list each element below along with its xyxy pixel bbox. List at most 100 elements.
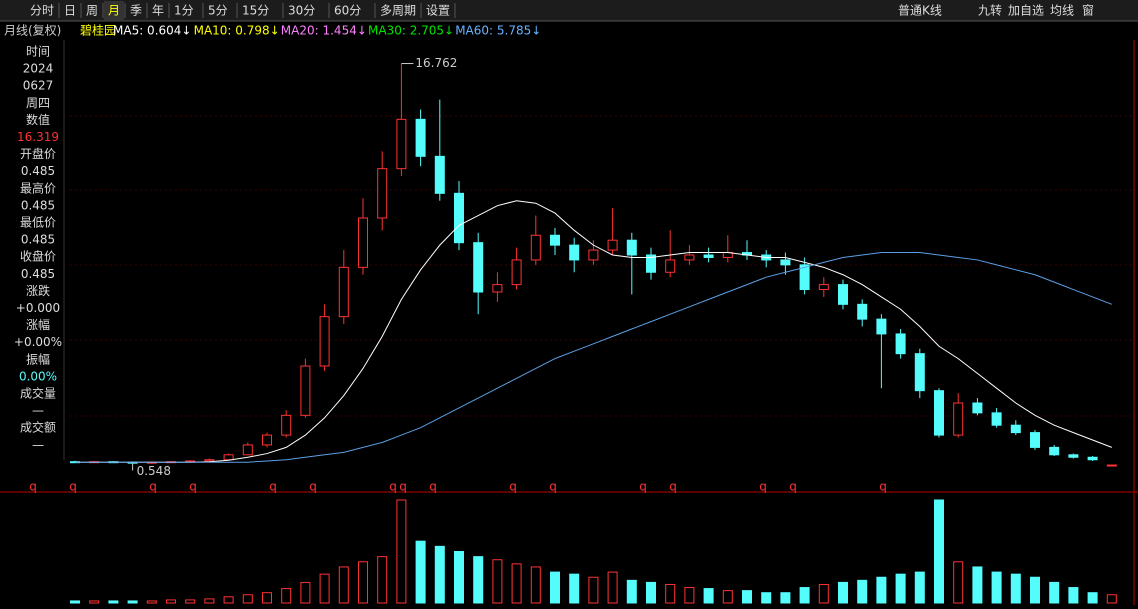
event-marker[interactable]: q <box>309 480 317 494</box>
info-text: 开盘价 <box>20 146 56 161</box>
event-marker[interactable]: q <box>639 480 647 494</box>
volume-bar <box>991 571 1002 604</box>
event-marker[interactable]: q <box>149 480 157 494</box>
toolbar-item[interactable]: 年 <box>152 4 164 18</box>
event-marker[interactable]: q <box>549 480 557 494</box>
toolbar-item[interactable]: 月 <box>108 4 120 18</box>
event-marker[interactable]: q <box>69 480 77 494</box>
toolbar-item[interactable]: 多周期 <box>380 4 416 18</box>
volume-bar <box>492 559 503 604</box>
toolbar-item[interactable]: 窗 <box>1082 4 1094 18</box>
volume-bar <box>780 592 791 604</box>
volume-bar <box>646 581 656 604</box>
volume-bar <box>895 573 906 604</box>
candle-body <box>1106 464 1117 467</box>
toolbar-item[interactable]: 设置 <box>426 4 450 18</box>
ma-label: MA20: 1.454↓ <box>281 24 367 38</box>
volume-bar <box>166 599 176 604</box>
event-marker[interactable]: q <box>269 480 277 494</box>
candle-body <box>281 414 292 436</box>
volume-bar <box>761 592 772 604</box>
toolbar-item[interactable]: 分时 <box>30 4 54 18</box>
volume-bar <box>799 587 810 604</box>
volume-bar <box>89 600 100 604</box>
volume-bar <box>588 576 599 604</box>
candle-body <box>1068 454 1079 458</box>
candle-body <box>550 234 560 246</box>
volume-bar <box>146 600 157 604</box>
toolbar-item[interactable]: 30分 <box>288 4 315 18</box>
info-text: 0.485 <box>21 164 55 178</box>
toolbar-item[interactable]: 普通K线 <box>898 4 942 18</box>
candle-body <box>780 259 791 266</box>
event-marker[interactable]: q <box>669 480 677 494</box>
candle-body <box>242 444 253 456</box>
toolbar-item[interactable]: 1分 <box>174 4 194 18</box>
volume-bar <box>434 545 445 604</box>
low-label: 0.548 <box>137 464 171 478</box>
candle-body <box>665 259 676 273</box>
volume-bar <box>415 540 426 604</box>
volume-bar <box>626 579 637 604</box>
candle-body <box>972 402 983 414</box>
candle-body <box>319 316 330 367</box>
candle-body <box>1010 424 1021 434</box>
event-marker[interactable]: q <box>429 480 437 494</box>
volume-bar <box>511 563 522 604</box>
volume-bar <box>396 499 407 604</box>
volume-bar <box>70 600 80 604</box>
volume-bar <box>377 556 388 604</box>
candle-body <box>626 239 637 256</box>
volume-bar <box>838 581 848 604</box>
toolbar-item[interactable]: 日 <box>64 4 76 18</box>
candle-body <box>857 303 868 320</box>
candle-body <box>396 118 407 170</box>
volume-bar <box>319 573 330 604</box>
toolbar-item[interactable]: 60分 <box>334 4 361 18</box>
info-text: 0.485 <box>21 233 55 247</box>
toolbar-item[interactable]: 周 <box>86 4 98 18</box>
volume-bar <box>204 598 215 604</box>
toolbar-item[interactable]: 均线 <box>1050 4 1074 18</box>
candle-body <box>799 264 810 291</box>
volume-bar <box>569 573 580 604</box>
candle-body <box>415 118 426 157</box>
toolbar-item[interactable]: 加自选 <box>1008 4 1044 18</box>
info-text: 收盘价 <box>20 249 56 264</box>
event-marker[interactable]: q <box>189 480 197 494</box>
info-text: 0627 <box>23 79 54 93</box>
volume-bar <box>914 571 925 604</box>
info-text: 0.485 <box>21 267 55 281</box>
volume-bar <box>530 566 541 604</box>
info-text: 0.00% <box>19 369 57 383</box>
volume-bar <box>818 583 829 604</box>
event-marker[interactable]: q <box>509 480 517 494</box>
event-marker[interactable]: q <box>759 480 767 494</box>
toolbar-item[interactable]: 九转 <box>978 3 1002 18</box>
info-text: 最低价 <box>20 216 56 230</box>
event-marker[interactable]: q <box>389 480 397 494</box>
candle-body <box>607 239 618 251</box>
candle-body <box>684 254 695 261</box>
toolbar-item[interactable]: 5分 <box>208 4 228 18</box>
info-text: 成交量 <box>20 386 56 401</box>
volume-bar <box>185 599 196 604</box>
event-marker[interactable]: q <box>879 480 887 494</box>
volume-bar <box>934 499 944 604</box>
event-marker[interactable]: q <box>29 480 37 494</box>
candle-body <box>492 284 503 293</box>
volume-bar <box>857 579 868 604</box>
event-marker[interactable]: q <box>789 480 797 494</box>
toolbar-item[interactable]: 15分 <box>242 4 269 18</box>
toolbar-item[interactable]: 季 <box>130 4 142 18</box>
volume-bar <box>127 600 138 604</box>
candle-body <box>511 259 522 286</box>
event-marker[interactable]: q <box>399 480 407 494</box>
candle-body <box>838 284 848 305</box>
volume-bar <box>1106 594 1117 604</box>
volume-bar <box>242 594 253 604</box>
candle-body <box>588 249 599 261</box>
volume-bar <box>281 588 292 604</box>
volume-bar <box>1010 573 1021 604</box>
